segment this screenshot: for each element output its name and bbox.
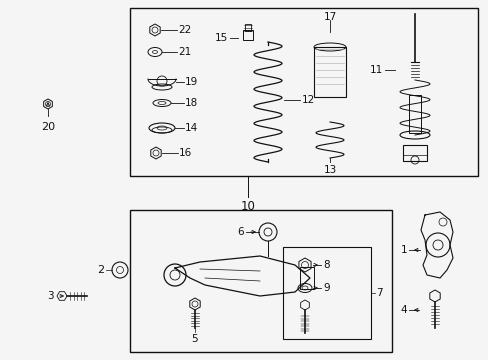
Text: 10: 10 — [240, 200, 255, 213]
Bar — [243, 30, 252, 40]
Bar — [313, 47, 346, 97]
Text: 1: 1 — [400, 245, 406, 255]
Bar — [130, 8, 477, 176]
Text: 19: 19 — [184, 77, 198, 87]
Text: 16: 16 — [179, 148, 192, 158]
Text: 18: 18 — [184, 98, 198, 108]
Text: 11: 11 — [369, 65, 382, 75]
Text: 2: 2 — [97, 265, 104, 275]
Bar — [244, 24, 250, 31]
Bar — [283, 247, 370, 339]
Text: 13: 13 — [323, 165, 336, 175]
Text: 5: 5 — [191, 334, 198, 344]
Text: 6: 6 — [237, 227, 244, 237]
Bar — [408, 95, 420, 133]
Text: 3: 3 — [47, 291, 54, 301]
Text: 22: 22 — [178, 25, 191, 35]
Text: 7: 7 — [375, 288, 382, 298]
Text: 14: 14 — [184, 123, 198, 133]
Text: 15: 15 — [214, 33, 227, 43]
Text: 9: 9 — [323, 283, 329, 293]
Text: 21: 21 — [178, 47, 191, 57]
Text: 17: 17 — [323, 12, 336, 22]
Bar — [402, 145, 426, 161]
Bar — [299, 267, 313, 289]
Text: 4: 4 — [400, 305, 406, 315]
Text: 8: 8 — [323, 260, 329, 270]
Bar — [130, 210, 391, 352]
Text: 12: 12 — [302, 95, 315, 105]
Text: 20: 20 — [41, 122, 55, 132]
